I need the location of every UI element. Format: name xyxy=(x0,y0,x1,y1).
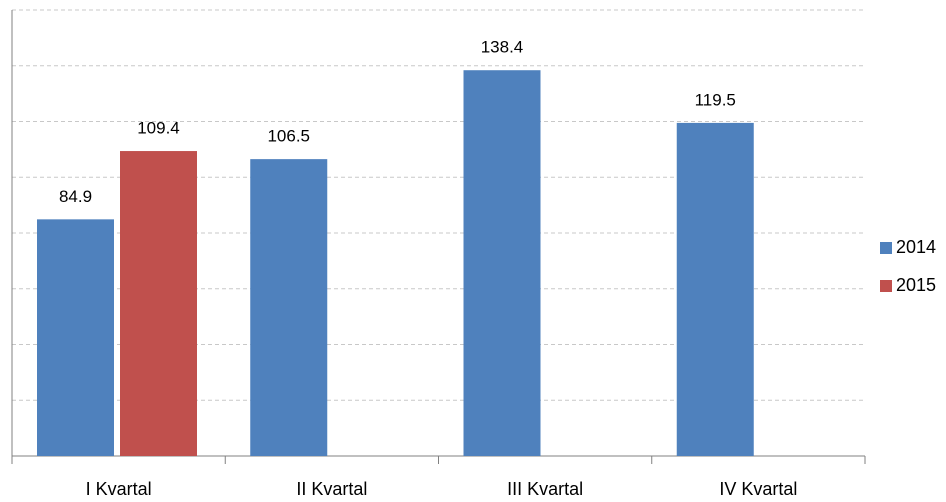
bar xyxy=(463,70,541,457)
legend-swatch xyxy=(880,280,892,292)
x-tick-label: II Kvartal xyxy=(296,479,367,499)
value-label: 138.4 xyxy=(481,38,524,57)
legend-swatch xyxy=(880,242,892,254)
value-label: 106.5 xyxy=(267,127,310,146)
value-label: 84.9 xyxy=(59,187,92,206)
x-tick-label: IV Kvartal xyxy=(719,479,797,499)
x-tick-label: III Kvartal xyxy=(507,479,583,499)
legend-label: 2015 xyxy=(896,275,936,295)
value-label: 119.5 xyxy=(695,90,736,109)
value-label: 109.4 xyxy=(137,119,180,138)
bar xyxy=(120,151,197,457)
bar xyxy=(676,122,754,457)
legend-label: 2014 xyxy=(896,237,936,257)
x-tick-label: I Kvartal xyxy=(86,479,152,499)
bar xyxy=(37,219,114,456)
bar xyxy=(250,159,328,456)
